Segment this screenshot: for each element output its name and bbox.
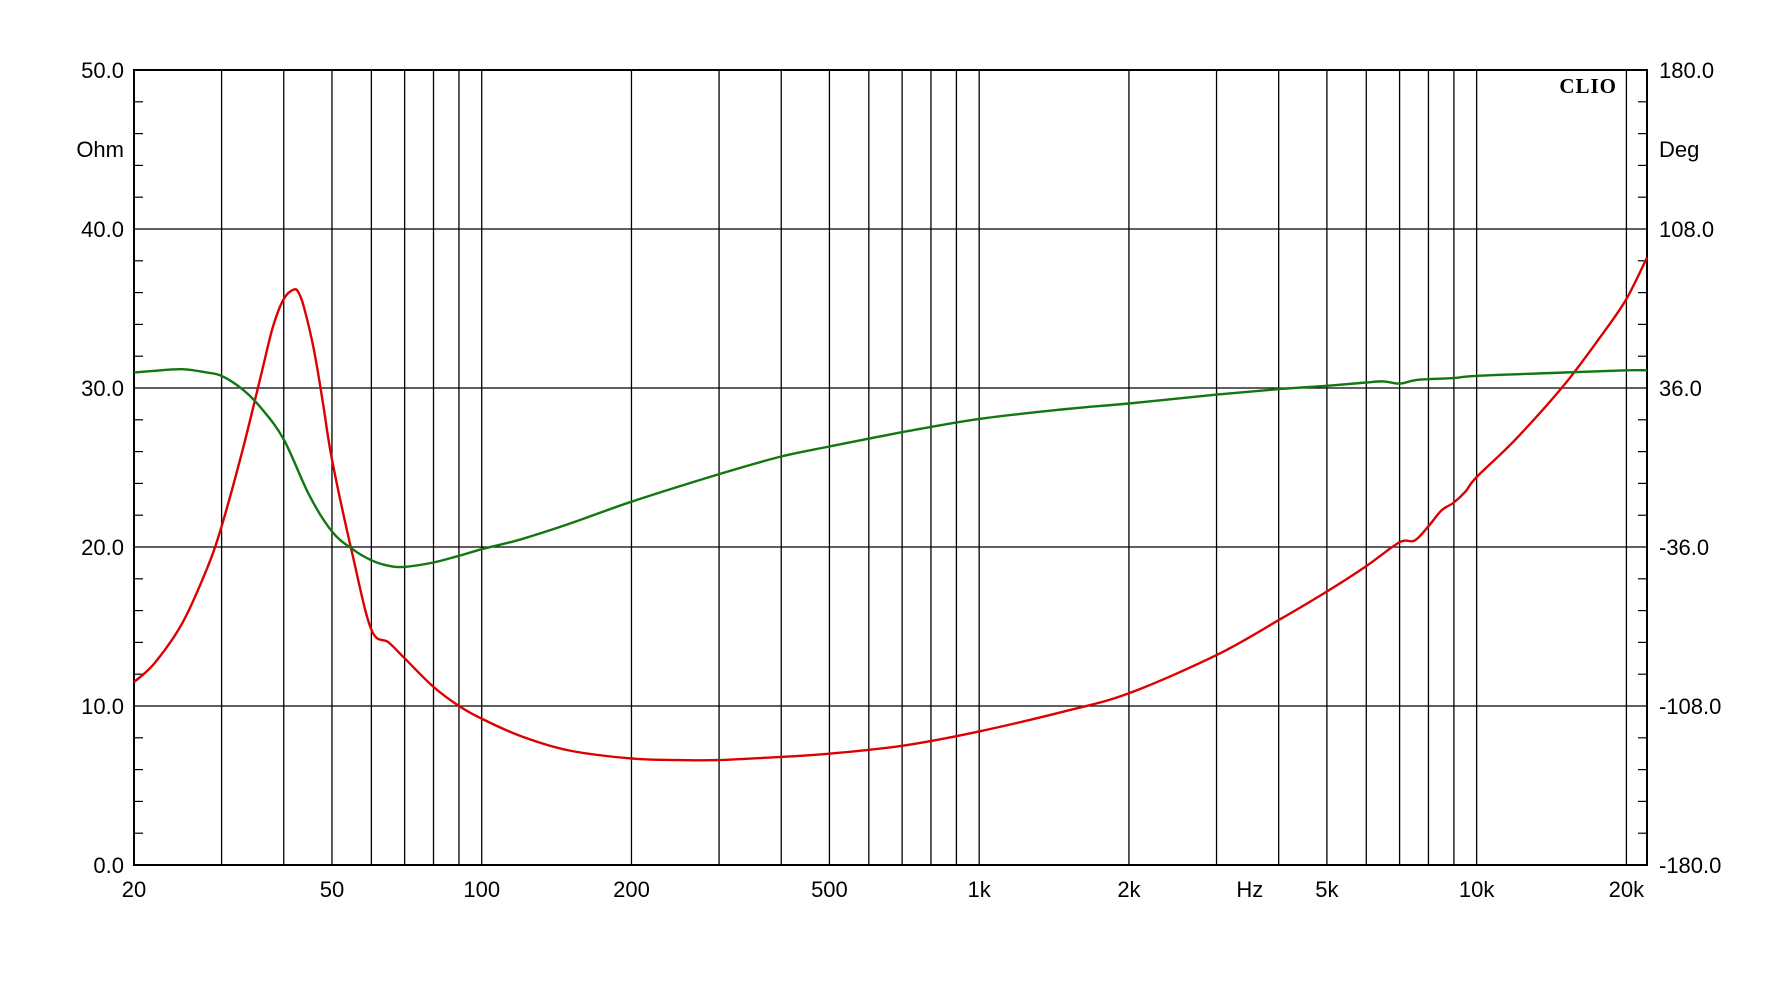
x-tick-label: 1k — [968, 877, 992, 902]
x-tick-label: 100 — [463, 877, 500, 902]
y-right-tick-label: -180.0 — [1659, 853, 1721, 878]
series-layer — [133, 257, 1649, 762]
impedance-curve — [133, 257, 1649, 762]
minor-tick-marks — [134, 101, 1647, 834]
y-right-tick-label: 36.0 — [1659, 376, 1702, 401]
y-right-tick-label: -36.0 — [1659, 535, 1709, 560]
x-tick-label: 2k — [1117, 877, 1141, 902]
vertical-grid — [220, 70, 1628, 865]
brand-label: CLIO — [1559, 74, 1617, 98]
x-tick-label: 5k — [1315, 877, 1339, 902]
horizontal-grid — [134, 228, 1647, 707]
axis-labels: 20 50 100 200 500 1k 2k 5k 10k 20k Hz 50.0 40.0 30.0 2… — [76, 58, 1721, 902]
y-left-tick-label: 50.0 — [81, 58, 124, 83]
y-left-tick-label: 20.0 — [81, 535, 124, 560]
x-axis-unit: Hz — [1236, 877, 1263, 902]
y-left-tick-label: 10.0 — [81, 694, 124, 719]
x-tick-label: 10k — [1459, 877, 1495, 902]
phase-curve — [133, 367, 1648, 569]
y-right-tick-label: 108.0 — [1659, 217, 1714, 242]
y-right-unit: Deg — [1659, 137, 1699, 162]
y-right-tick-label: -108.0 — [1659, 694, 1721, 719]
y-left-tick-label: 0.0 — [93, 853, 124, 878]
x-tick-label: 200 — [613, 877, 650, 902]
y-left-tick-label: 40.0 — [81, 217, 124, 242]
y-right-tick-label: 180.0 — [1659, 58, 1714, 83]
x-tick-label: 20 — [122, 877, 146, 902]
x-tick-label: 500 — [811, 877, 848, 902]
x-tick-label: 20k — [1609, 877, 1645, 902]
plot-frame — [133, 69, 1648, 866]
x-tick-label: 50 — [320, 877, 344, 902]
y-left-unit: Ohm — [76, 137, 124, 162]
y-left-tick-label: 30.0 — [81, 376, 124, 401]
